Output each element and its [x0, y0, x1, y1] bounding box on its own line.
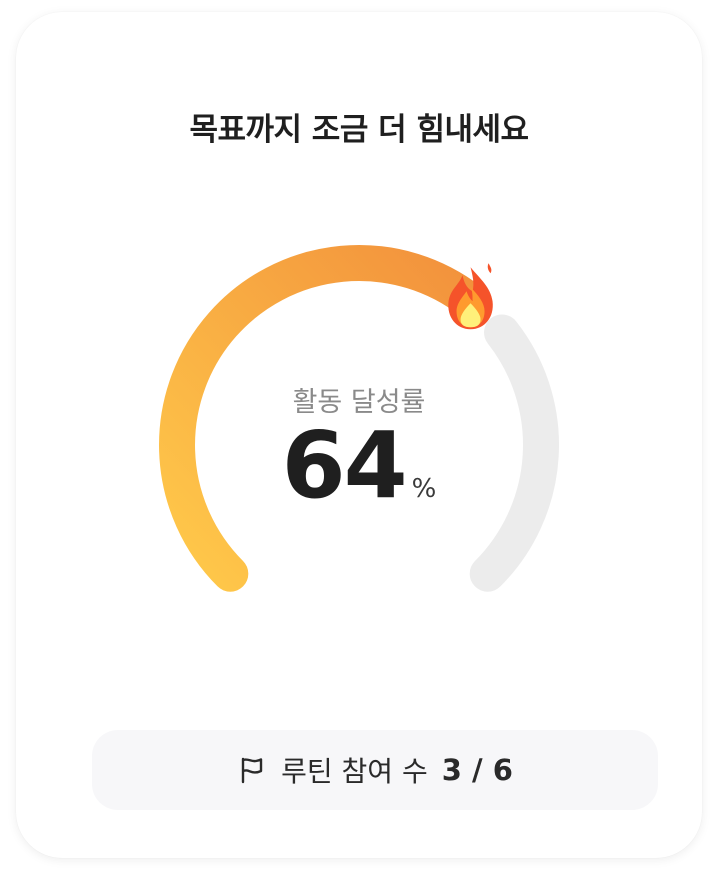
- gauge-track: [469, 314, 559, 592]
- fire-icon: [448, 263, 493, 330]
- gauge-value-wrap: 64%: [16, 420, 702, 512]
- routine-count: 3 / 6: [441, 753, 513, 787]
- routine-count-box: 루틴 참여 수 3 / 6: [92, 730, 658, 810]
- achievement-card: 목표까지 조금 더 힘내세요 활동 달성률 64%: [16, 12, 702, 858]
- progress-gauge: [159, 245, 559, 592]
- routine-label: 루틴 참여 수: [281, 755, 428, 788]
- flag-icon: [241, 757, 263, 784]
- gauge-value: 64: [281, 412, 408, 519]
- page-title: 목표까지 조금 더 힘내세요: [189, 112, 529, 148]
- gauge-label: 활동 달성률: [292, 387, 426, 418]
- gauge-progress: [159, 245, 489, 592]
- gauge-unit: %: [411, 474, 437, 504]
